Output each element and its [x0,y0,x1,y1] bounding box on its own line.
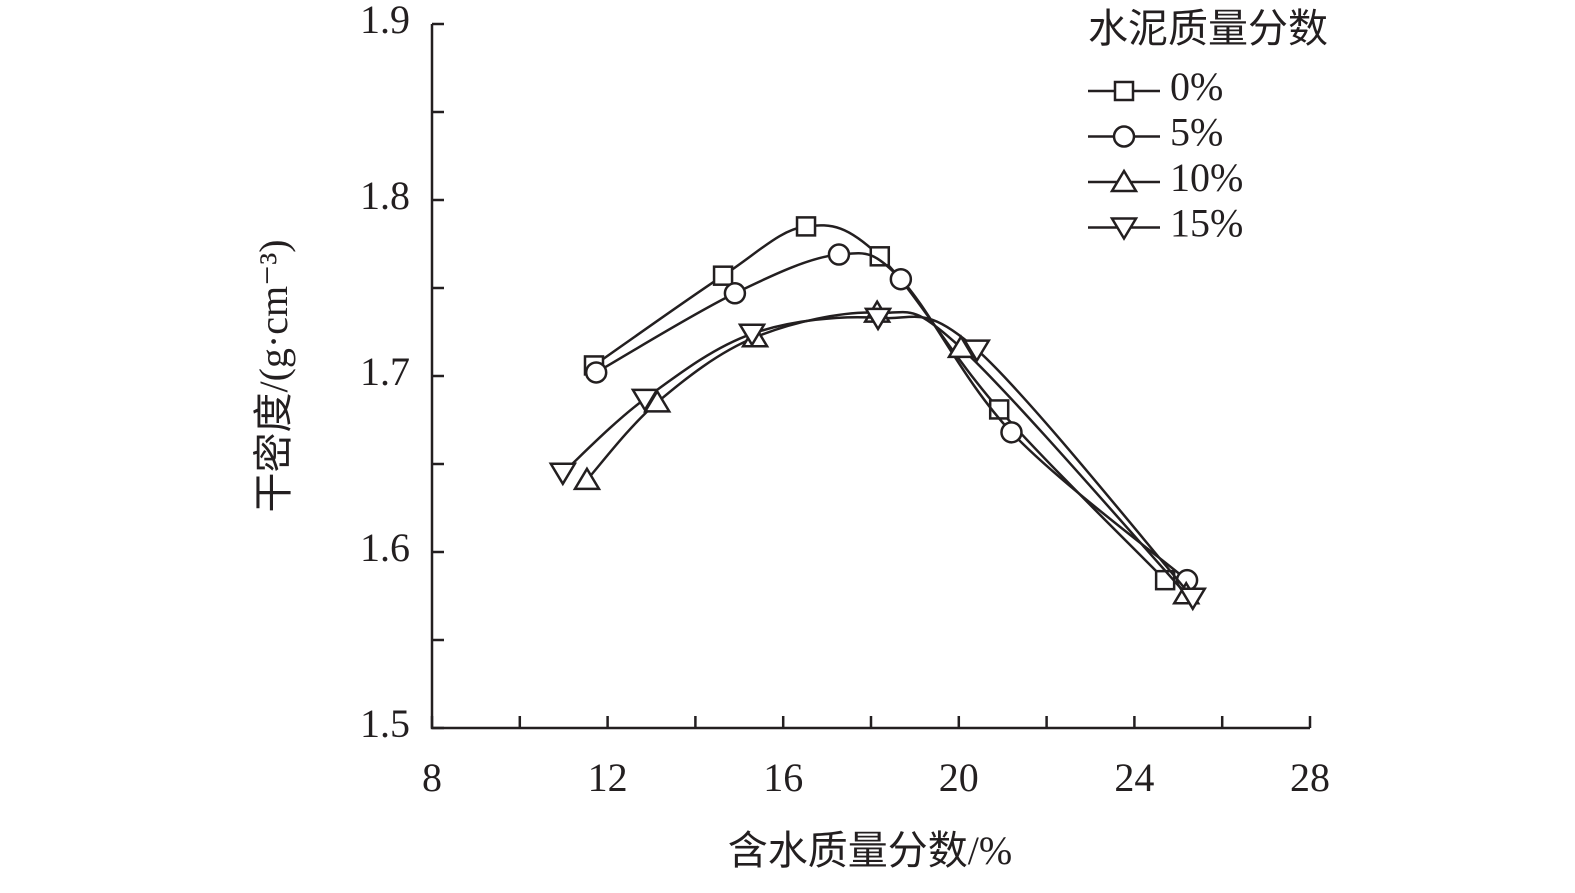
data-point [712,265,734,286]
data-point [1178,587,1207,612]
legend-title: 水泥质量分数 [1088,6,1328,51]
legend-label: 10% [1170,155,1243,200]
legend-label: 0% [1170,64,1223,109]
y-tick-label: 1.9 [360,0,410,42]
legend-label: 15% [1170,201,1243,246]
y-tick-label: 1.7 [360,349,410,394]
legend-marker [1109,217,1139,241]
data-point [630,388,660,413]
data-point [572,466,602,491]
x-tick-label: 16 [763,755,803,800]
x-tick-label: 20 [939,755,979,800]
series-line [586,310,1188,596]
legend-marker [1113,80,1135,102]
series-line [595,252,1188,582]
data-point [962,339,992,364]
y-tick-label: 1.5 [360,701,410,746]
data-point [863,307,893,332]
x-tick-label: 12 [588,755,628,800]
data-point [946,334,976,359]
data-point [737,323,767,348]
data-point [795,216,817,237]
data-point [723,282,747,305]
legend-label: 5% [1170,110,1223,155]
y-axis-title: 干密度/(g·cm⁻³) [251,239,296,512]
x-tick-label: 8 [422,755,442,800]
data-point [1000,421,1023,444]
x-axis-title: 含水质量分数/% [728,828,1012,873]
data-point [889,267,913,291]
legend-marker [1109,168,1139,193]
y-tick-label: 1.6 [360,525,410,570]
legend-marker [1112,125,1136,148]
x-tick-label: 24 [1114,755,1154,800]
series-line [593,224,1167,582]
series-line [561,315,1194,599]
y-tick-label: 1.8 [360,173,410,218]
data-point [548,462,578,487]
data-point [584,361,608,384]
data-point [827,243,851,266]
x-tick-label: 28 [1290,755,1330,800]
